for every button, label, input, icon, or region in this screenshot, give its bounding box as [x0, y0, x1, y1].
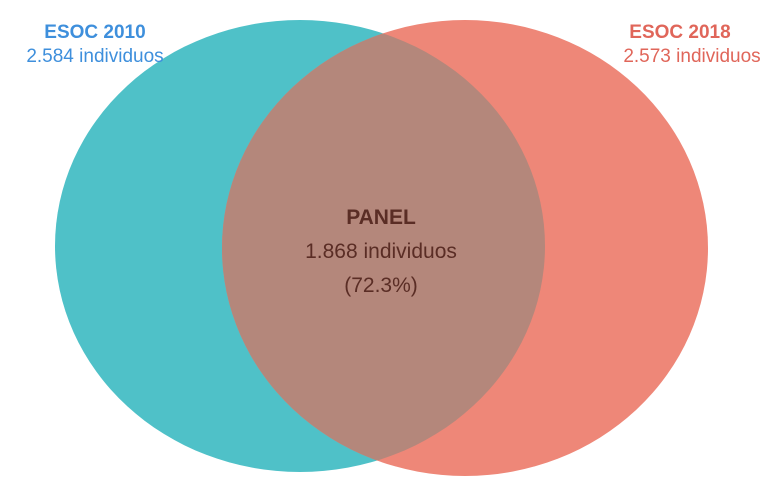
esoc-2018-count: 2.573 individuos: [623, 46, 760, 67]
panel-count: 1.868 individuos: [305, 240, 457, 263]
panel-percent: (72.3%): [344, 274, 418, 297]
panel-intersection-region: [222, 20, 545, 472]
esoc-2010-title: ESOC 2010: [44, 22, 145, 43]
panel-title: PANEL: [346, 206, 416, 229]
esoc-2018-title: ESOC 2018: [629, 22, 730, 43]
esoc-2010-count: 2.584 individuos: [26, 46, 163, 67]
